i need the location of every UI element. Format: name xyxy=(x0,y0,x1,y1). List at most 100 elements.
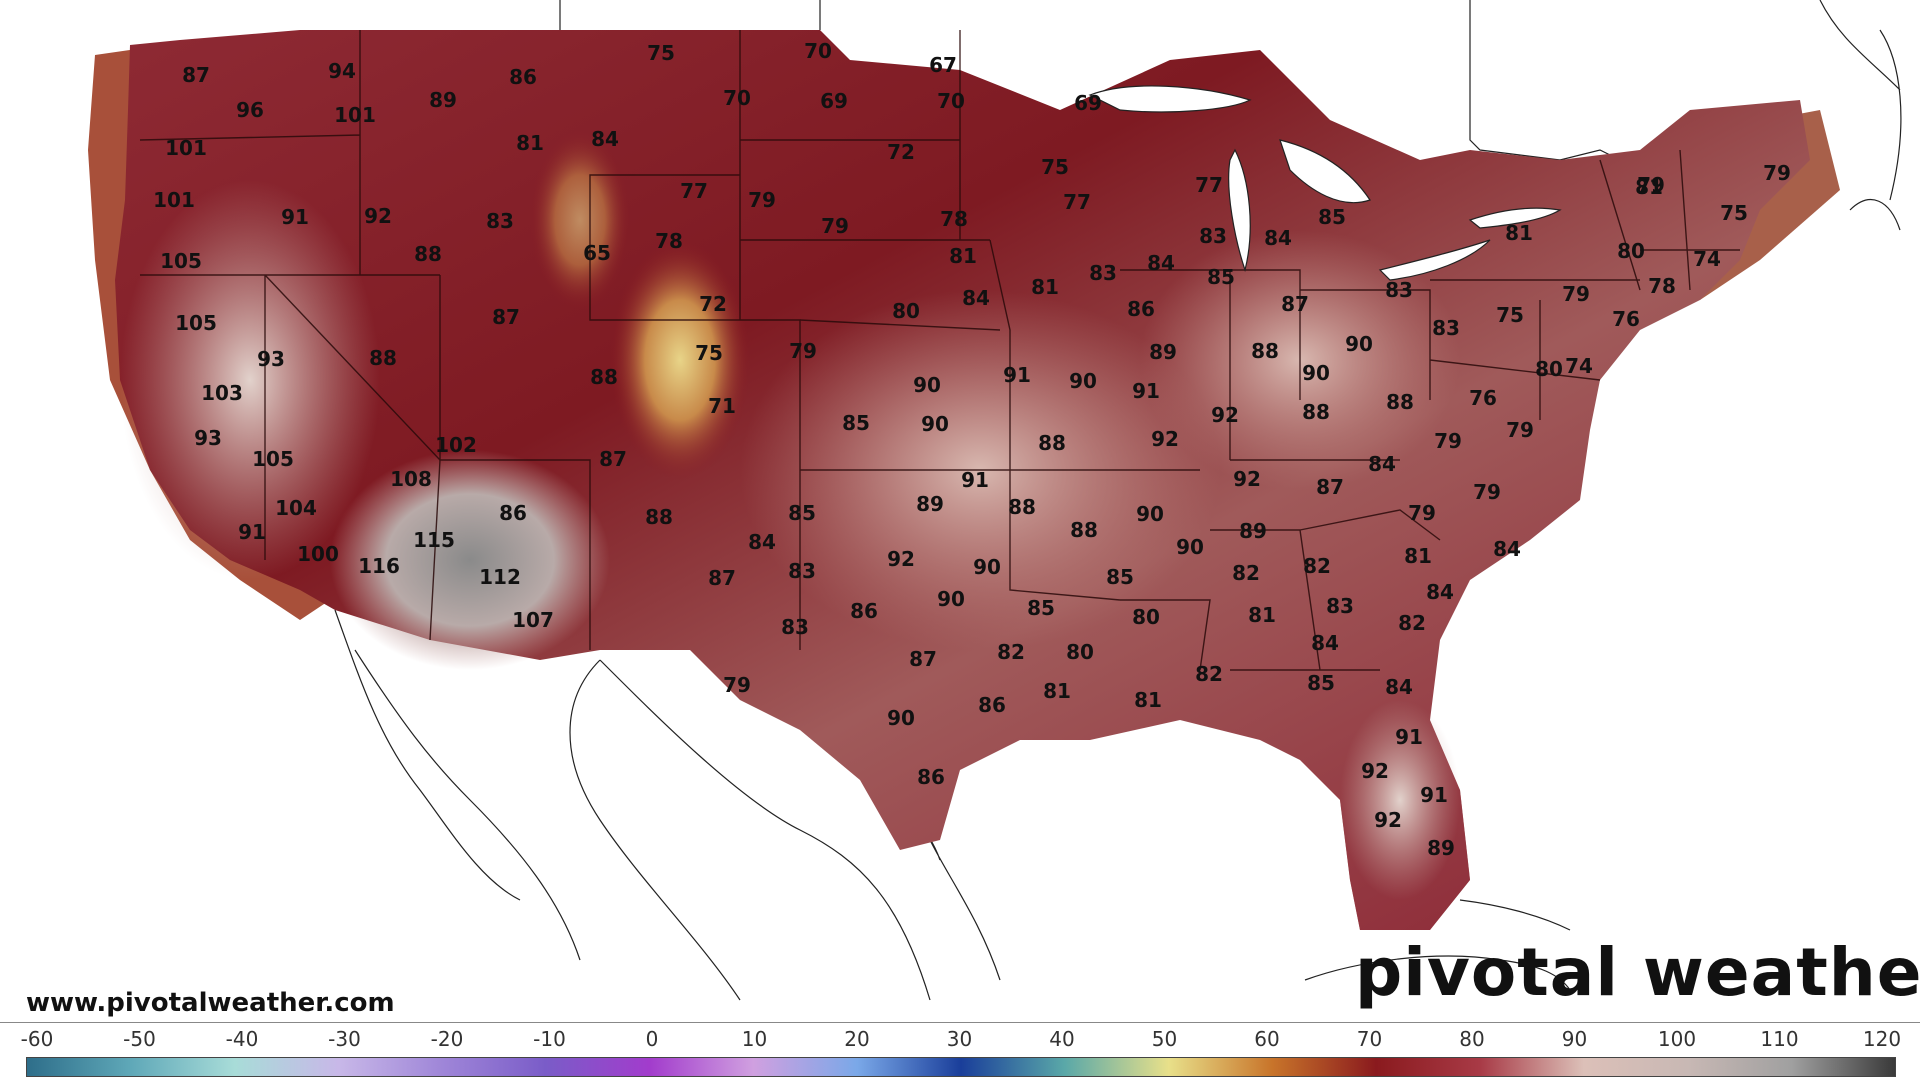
temperature-label: 92 xyxy=(1361,759,1389,783)
temperature-label: 90 xyxy=(1302,361,1330,385)
temperature-label: 80 xyxy=(892,299,920,323)
temperature-label: 79 xyxy=(1562,282,1590,306)
temperature-label: 90 xyxy=(1069,369,1097,393)
temperature-label: 75 xyxy=(1041,155,1069,179)
temperature-label: 71 xyxy=(708,394,736,418)
temperature-label: 82 xyxy=(1195,662,1223,686)
temperature-label: 88 xyxy=(590,365,618,389)
temperature-label: 90 xyxy=(1176,535,1204,559)
temperature-label: 82 xyxy=(1303,554,1331,578)
temperature-label: 81 xyxy=(949,244,977,268)
temperature-label: 84 xyxy=(1385,675,1413,699)
temperature-label: 75 xyxy=(695,341,723,365)
temperature-label: 90 xyxy=(973,555,1001,579)
temperature-label: 79 xyxy=(1434,429,1462,453)
temperature-label: 85 xyxy=(1027,596,1055,620)
temperature-label: 81 xyxy=(1635,175,1663,199)
temperature-label: 107 xyxy=(512,608,554,632)
colorbar-tick-label: -30 xyxy=(328,1027,361,1051)
temperature-label: 87 xyxy=(182,63,210,87)
temperature-label: 116 xyxy=(358,554,400,578)
temperature-label: 88 xyxy=(1038,431,1066,455)
temperature-label: 84 xyxy=(1264,226,1292,250)
map-panel: 87 94 96 101 89 86 75 70 67 70 69 70 69 101 81 84 72 75 77… xyxy=(26,0,1920,1018)
colorbar-tick-label: -60 xyxy=(20,1027,54,1051)
colorbar-tick-label: 80 xyxy=(1459,1027,1485,1051)
colorbar-tick-label: -10 xyxy=(533,1027,566,1051)
website-link[interactable]: www.pivotalweather.com xyxy=(26,988,395,1018)
temperature-label: 84 xyxy=(962,286,990,310)
temperature-label: 84 xyxy=(591,127,619,151)
temperature-label: 91 xyxy=(238,520,266,544)
colorbar-ticks: -60 -50 -40 -30 -20 -10 0 10 20 30 40 50 60 70 80 90 100… xyxy=(0,1027,1920,1051)
temperature-map: 87 94 96 101 89 86 75 70 67 70 69 70 69 101 81 84 72 75 77… xyxy=(88,0,1902,1001)
temperature-label: 101 xyxy=(165,136,207,160)
temperature-label: 72 xyxy=(699,292,727,316)
temperature-label: 75 xyxy=(1720,201,1748,225)
temperature-label: 86 xyxy=(978,693,1006,717)
temperature-label: 86 xyxy=(499,501,527,525)
temperature-label: 92 xyxy=(1151,427,1179,451)
temperature-label: 93 xyxy=(257,347,285,371)
temperature-label: 115 xyxy=(413,528,455,552)
temperature-label: 77 xyxy=(680,179,708,203)
temperature-label: 70 xyxy=(937,89,965,113)
temperature-label: 83 xyxy=(1385,278,1413,302)
temperature-label: 87 xyxy=(492,305,520,329)
temperature-label: 87 xyxy=(599,447,627,471)
temperature-label: 65 xyxy=(583,241,611,265)
colorbar-tick-label: 20 xyxy=(844,1027,870,1051)
great-lakes xyxy=(1088,85,1562,281)
temperature-label: 89 xyxy=(1149,340,1177,364)
colorbar-tick-label: 60 xyxy=(1254,1027,1280,1051)
temperature-label: 79 xyxy=(748,188,776,212)
temperature-label: 86 xyxy=(509,65,537,89)
temperature-label: 112 xyxy=(479,565,521,589)
temperature-label: 83 xyxy=(1432,316,1460,340)
temperature-label: 92 xyxy=(1374,808,1402,832)
colorbar-tick-label: 0 xyxy=(645,1027,659,1051)
temperature-label: 87 xyxy=(909,647,937,671)
temperature-label: 90 xyxy=(887,706,915,730)
state-borders xyxy=(139,30,1740,671)
temperature-label: 79 xyxy=(821,214,849,238)
temperature-label: 105 xyxy=(252,447,294,471)
temperature-label: 90 xyxy=(921,412,949,436)
temperature-label: 83 xyxy=(486,209,514,233)
temperature-label: 87 xyxy=(708,566,736,590)
temperature-label: 101 xyxy=(334,103,376,127)
colorbar-tick-label: 110 xyxy=(1760,1027,1799,1051)
temperature-label: 88 xyxy=(1251,339,1279,363)
temperature-label: 76 xyxy=(1612,307,1640,331)
temperature-label: 79 xyxy=(1637,173,1665,197)
temperature-label: 92 xyxy=(1211,403,1239,427)
colorbar-legend: -60 -50 -40 -30 -20 -10 0 10 20 30 40 50 60 70 80 90 100… xyxy=(0,1022,1920,1081)
colorbar-tick-label: 70 xyxy=(1356,1027,1383,1051)
temperature-label: 100 xyxy=(297,542,339,566)
temperature-label: 92 xyxy=(1233,467,1261,491)
colorbar-tick-label: 90 xyxy=(1561,1027,1588,1051)
temperature-label: 76 xyxy=(1469,386,1497,410)
temperature-label: 86 xyxy=(1127,297,1155,321)
temperature-label: 91 xyxy=(961,468,989,492)
temperature-label: 104 xyxy=(275,496,317,520)
temperature-label: 78 xyxy=(940,207,968,231)
temperature-label: 85 xyxy=(1307,671,1335,695)
temperature-label: 88 xyxy=(414,242,442,266)
temperature-label: 79 xyxy=(1763,161,1791,185)
temperature-label: 85 xyxy=(788,501,816,525)
temperature-label: 69 xyxy=(1074,91,1102,115)
temperature-label: 82 xyxy=(1232,561,1260,585)
temperature-label: 90 xyxy=(1345,332,1373,356)
temperature-label: 84 xyxy=(1147,251,1175,275)
temperature-label: 89 xyxy=(1239,519,1267,543)
temperature-label: 75 xyxy=(647,41,675,65)
temperature-label: 108 xyxy=(390,467,432,491)
temperature-label: 91 xyxy=(1132,379,1160,403)
temperature-label: 83 xyxy=(1089,261,1117,285)
temperature-label: 80 xyxy=(1617,239,1645,263)
temperature-label: 79 xyxy=(1408,501,1436,525)
temperature-label: 84 xyxy=(1426,580,1454,604)
temperature-label: 74 xyxy=(1693,247,1721,271)
temperature-label: 90 xyxy=(913,373,941,397)
